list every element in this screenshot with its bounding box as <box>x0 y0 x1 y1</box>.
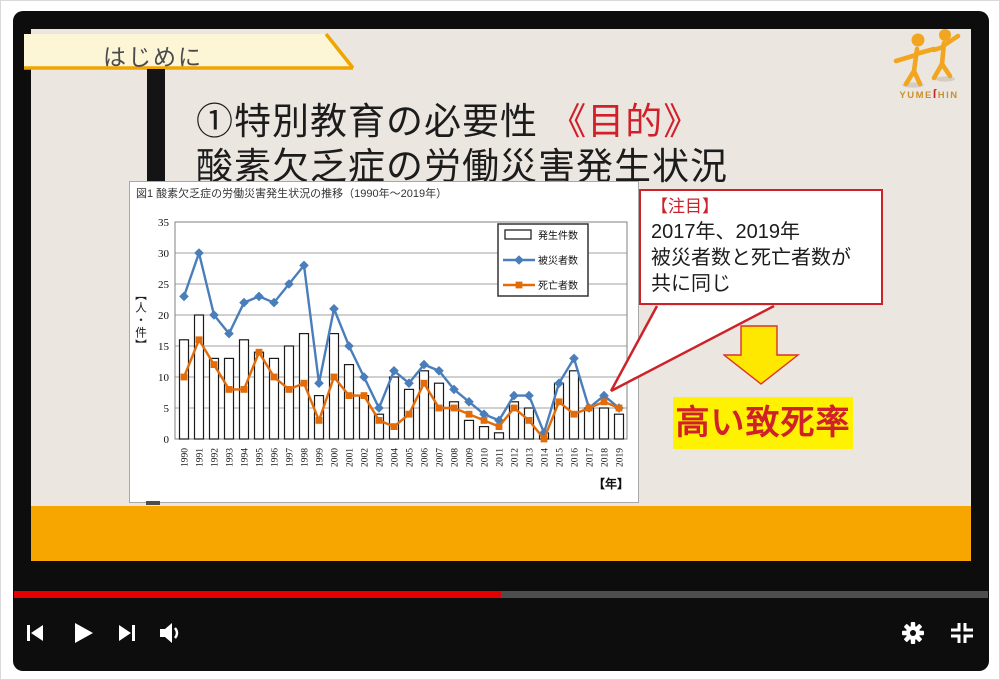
svg-text:2016: 2016 <box>571 448 581 467</box>
svg-text:1991: 1991 <box>196 448 206 467</box>
progress-bar-fill <box>14 591 501 598</box>
section-tab-shape <box>24 32 355 70</box>
svg-text:30: 30 <box>158 248 170 260</box>
callout-line-1: 2017年、2019年 <box>651 221 800 243</box>
slide-title-red: 《目的》 <box>549 101 702 142</box>
callout-heading: 【注目】 <box>651 197 719 216</box>
svg-text:2017: 2017 <box>586 448 596 467</box>
svg-text:1998: 1998 <box>301 448 311 467</box>
svg-text:2007: 2007 <box>436 448 446 467</box>
svg-text:20: 20 <box>158 310 170 322</box>
yumeshin-logo-text: YUMEſHIN <box>885 87 973 101</box>
svg-text:2005: 2005 <box>406 448 416 467</box>
svg-text:死亡者数: 死亡者数 <box>538 279 578 292</box>
slide-title-line2: 酸素欠乏症の労働災害発生状況 <box>196 146 728 187</box>
svg-text:2004: 2004 <box>391 448 401 467</box>
svg-text:2002: 2002 <box>361 448 371 467</box>
title-accent-bar <box>147 69 165 182</box>
svg-text:1995: 1995 <box>256 448 266 467</box>
chart-panel: 0 5 10 15 20 25 30 35 1990 1991 1992 1993 1994 1995 19… <box>129 181 639 503</box>
callout-box: 【注目】 2017年、2019年 被災者数と死亡者数が 共に同じ <box>639 189 883 305</box>
svg-text:5: 5 <box>164 403 170 415</box>
svg-text:2012: 2012 <box>511 448 521 467</box>
svg-text:2015: 2015 <box>556 448 566 467</box>
chart-y-axis-title: 【人・件】 <box>134 289 146 352</box>
chart-svg: 0 5 10 15 20 25 30 35 1990 1991 1992 1993 1994 1995 19… <box>158 217 628 467</box>
conclusion-highlight: 高い致死率 <box>673 397 853 449</box>
svg-text:2010: 2010 <box>481 448 491 467</box>
svg-text:15: 15 <box>158 341 170 353</box>
svg-text:被災者数: 被災者数 <box>538 254 578 267</box>
svg-text:0: 0 <box>164 434 170 446</box>
svg-text:発生件数: 発生件数 <box>538 229 578 242</box>
down-arrow-icon <box>723 325 801 385</box>
svg-text:1992: 1992 <box>211 448 221 467</box>
svg-text:10: 10 <box>158 372 170 384</box>
logo-text-left: YUME <box>899 90 933 101</box>
svg-text:1993: 1993 <box>226 448 236 467</box>
previous-icon[interactable] <box>25 623 45 643</box>
svg-text:2000: 2000 <box>331 448 341 467</box>
slide-footer-band <box>31 506 971 561</box>
svg-text:25: 25 <box>158 279 170 291</box>
svg-text:1997: 1997 <box>286 448 296 467</box>
settings-icon[interactable] <box>901 621 925 645</box>
svg-text:35: 35 <box>158 217 170 229</box>
chart-title: 図1 酸素欠乏症の労働災害発生状況の推移（1990年～2019年） <box>136 188 448 200</box>
svg-text:2011: 2011 <box>496 448 506 467</box>
svg-text:1994: 1994 <box>241 448 251 467</box>
svg-text:2013: 2013 <box>526 448 536 467</box>
svg-text:2001: 2001 <box>346 448 356 467</box>
svg-text:1996: 1996 <box>271 448 281 467</box>
chart-x-axis-title: 【年】 <box>593 477 630 491</box>
svg-text:2003: 2003 <box>376 448 386 467</box>
svg-text:2009: 2009 <box>466 448 476 467</box>
exit-fullscreen-icon[interactable] <box>949 621 975 645</box>
slide-title-black: ①特別教育の必要性 <box>196 101 550 142</box>
play-icon[interactable] <box>71 621 95 645</box>
svg-text:2018: 2018 <box>601 448 611 467</box>
svg-text:2019: 2019 <box>616 448 626 467</box>
callout-line-3: 共に同じ <box>651 273 731 295</box>
svg-text:2008: 2008 <box>451 448 461 467</box>
svg-text:1999: 1999 <box>316 448 326 467</box>
callout-line-2: 被災者数と死亡者数が <box>651 247 851 269</box>
progress-bar[interactable] <box>14 591 988 598</box>
next-icon[interactable] <box>117 623 137 643</box>
chart-crop-artifact <box>146 501 160 505</box>
volume-icon[interactable] <box>159 621 185 645</box>
svg-text:2006: 2006 <box>421 448 431 467</box>
svg-text:2014: 2014 <box>541 448 551 467</box>
yumeshin-logo-icon <box>893 29 961 88</box>
svg-text:1990: 1990 <box>181 448 191 467</box>
slide-title-line1: ①特別教育の必要性 《目的》 <box>196 91 701 145</box>
callout-pointer <box>609 304 775 393</box>
logo-text-right: HIN <box>937 90 959 101</box>
logo-text-s: ſ <box>932 87 938 101</box>
section-tab-label: はじめに <box>103 44 203 70</box>
